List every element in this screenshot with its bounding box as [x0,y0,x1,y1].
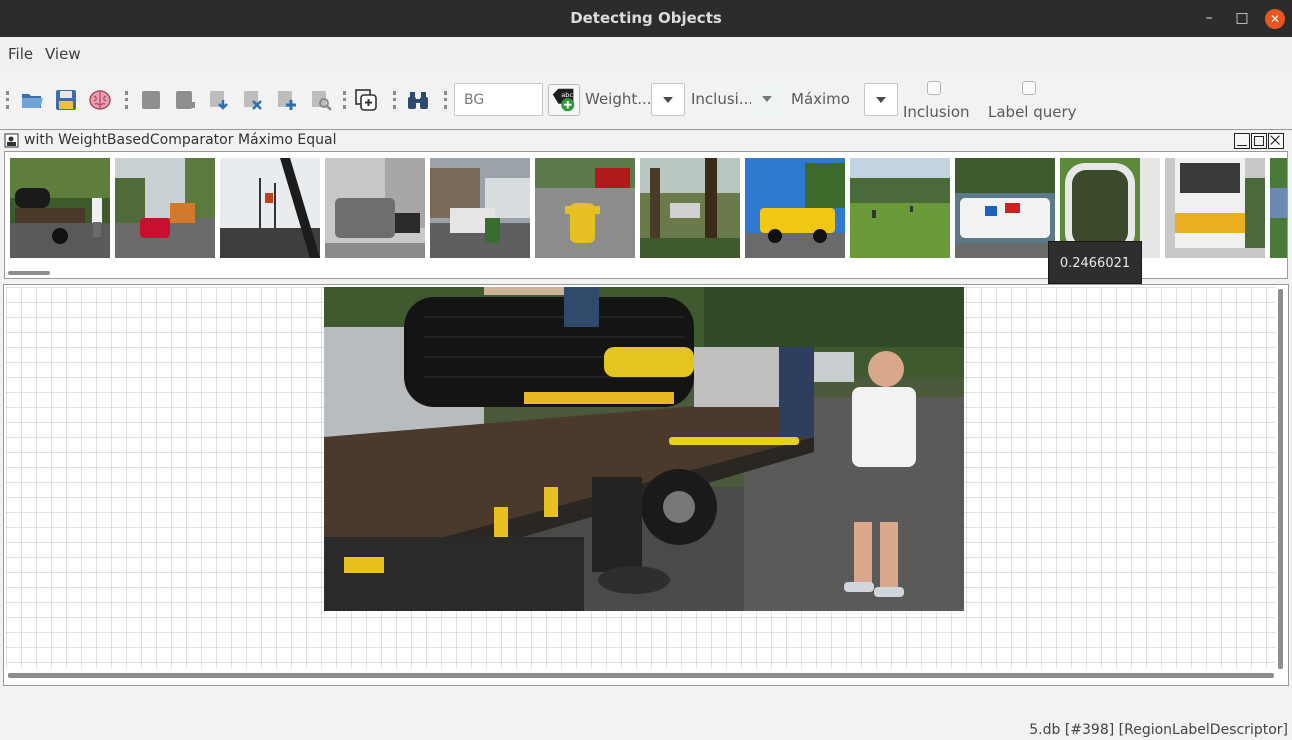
toolbar-handle[interactable] [393,91,396,109]
window-title: Detecting Objects [570,9,722,27]
thumbnail-image[interactable] [325,158,425,258]
svg-text:abc: abc [561,91,573,99]
inclusion-checkbox[interactable] [927,81,941,95]
add-region-icon[interactable] [354,88,378,112]
comparator-dropdown[interactable] [651,83,685,116]
chevron-down-icon [663,97,673,103]
db-add-icon[interactable] [275,88,299,112]
window-icon [4,133,19,148]
db-export-icon[interactable] [173,88,197,112]
thumbnail-image[interactable] [1165,158,1265,258]
aggregation-label: Máximo [791,90,850,108]
thumbnail-image[interactable] [745,158,845,258]
db-import-icon[interactable] [207,88,231,112]
menu-file[interactable]: File [8,45,34,63]
thumbnail-image[interactable] [10,158,110,258]
vertical-scrollbar[interactable] [1278,289,1283,669]
label-query-checkbox-label: Label query [988,103,1077,121]
thumbnail-image[interactable] [220,158,320,258]
strip-panel-titlebar: with WeightBasedComparator Máximo Equal [0,129,1292,151]
inclusion-checkbox-label: Inclusion [903,103,970,121]
thumbnail-image[interactable] [640,158,740,258]
minimize-icon[interactable] [1234,133,1250,149]
toolbar: abc Weight... Inclusi... Máximo Inclusio… [0,71,1292,129]
inclusion-label: Inclusi... [691,90,754,108]
database-icon[interactable] [139,88,163,112]
thumbnail-image[interactable] [955,158,1055,258]
brain-icon[interactable] [88,88,112,112]
image-view-panel [3,284,1289,686]
toolbar-handle[interactable] [343,91,346,109]
add-label-icon: abc [552,88,575,112]
thumbnail-image[interactable] [115,158,215,258]
main-image[interactable] [324,287,964,611]
close-icon[interactable]: ✕ [1265,9,1285,29]
score-tooltip: 0.2466021 [1048,241,1142,284]
maximize-icon[interactable] [1251,133,1267,149]
thumbnail-image[interactable] [1270,158,1287,258]
minimize-icon[interactable]: – [1205,10,1213,26]
open-folder-icon[interactable] [20,88,44,112]
horizontal-scrollbar[interactable] [8,673,1274,678]
image-canvas[interactable] [6,287,1276,669]
thumbnail-image[interactable] [535,158,635,258]
maximize-icon[interactable]: □ [1235,10,1249,26]
inclusion-dropdown[interactable] [751,83,785,116]
close-icon[interactable] [1268,133,1284,149]
thumbnail-image[interactable] [430,158,530,258]
comparator-label: Weight... [585,90,652,108]
strip-panel-title: with WeightBasedComparator Máximo Equal [24,132,337,148]
search-input[interactable] [454,83,543,116]
thumbnail-image[interactable] [850,158,950,258]
aggregation-dropdown[interactable] [864,83,898,116]
status-bar-text: 5.db [#398] [RegionLabelDescriptor] [1029,722,1288,738]
horizontal-scrollbar[interactable] [8,271,50,275]
save-disk-icon[interactable] [54,88,78,112]
add-label-button[interactable]: abc [548,84,580,116]
db-search-icon[interactable] [309,88,333,112]
toolbar-handle[interactable] [125,91,128,109]
thumbnail-image[interactable] [1060,158,1160,258]
toolbar-handle[interactable] [444,91,447,109]
toolbar-handle[interactable] [6,91,9,109]
title-bar: Detecting Objects – □ ✕ [0,0,1292,37]
binoculars-icon[interactable] [406,88,430,112]
chevron-down-icon [762,96,772,102]
menu-bar: File View [0,37,1292,71]
menu-view[interactable]: View [45,45,81,63]
chevron-down-icon [876,97,886,103]
db-delete-icon[interactable] [241,88,265,112]
label-query-checkbox[interactable] [1022,81,1036,95]
